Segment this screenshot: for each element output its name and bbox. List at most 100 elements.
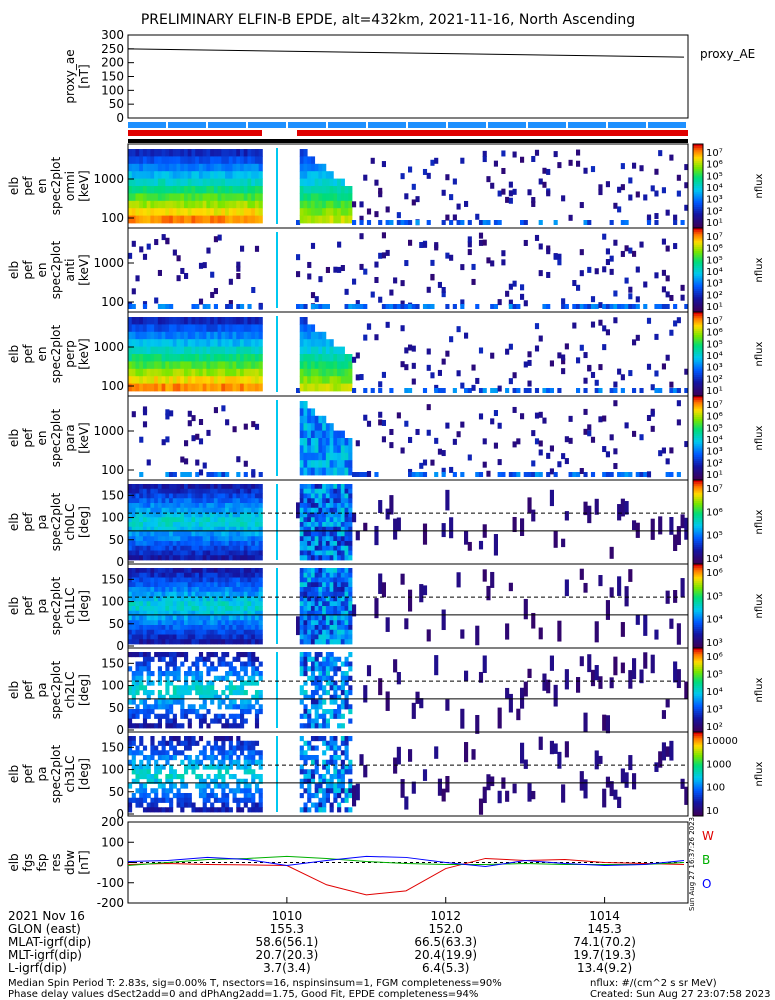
spectro-cell [310, 193, 316, 202]
spectro-cell [240, 723, 245, 729]
spectro-cell [210, 606, 215, 612]
spectro-cell [254, 200, 260, 209]
spectro-cell [172, 568, 177, 574]
spectro-cell [165, 807, 170, 813]
colorbar-segment [693, 532, 703, 536]
spectro-cell [191, 639, 196, 645]
spectro-cell [236, 802, 241, 808]
spectro-cell [236, 331, 241, 340]
spectro-cell [225, 601, 230, 607]
spectro-cell [243, 639, 248, 645]
spectro-cell [139, 498, 144, 504]
spectro-cell [325, 522, 330, 528]
spectro-cell [172, 675, 177, 681]
spectro-cell [146, 156, 151, 165]
spectro-cell [482, 150, 487, 157]
spectro-cell [206, 503, 211, 509]
spectro-cell [299, 178, 304, 187]
spectro-cell [165, 550, 170, 556]
spectro-cell [225, 606, 230, 612]
spectro-cell [310, 634, 316, 640]
spectro-cell [225, 704, 230, 710]
spectro-cell [344, 699, 349, 705]
spectro-cell [176, 788, 181, 794]
spectro-cell [191, 615, 196, 621]
spectro-cell [165, 545, 170, 551]
spectro-cell [251, 759, 256, 765]
spectro-cell [154, 596, 159, 602]
spectro-cell [191, 661, 196, 667]
spectro-cell [493, 160, 498, 167]
spectro-cell [243, 383, 248, 392]
spectro-cell [333, 615, 338, 621]
spectro-cell [299, 685, 304, 691]
spectro-cell [314, 526, 319, 532]
spectro-cell [213, 755, 218, 761]
spectro-cell [135, 163, 140, 172]
spectro-cell [322, 807, 327, 813]
spectro-cell [348, 759, 353, 765]
spectro-cell [210, 591, 215, 597]
spectro-cell [314, 452, 319, 461]
spectro-cell [217, 361, 222, 370]
spectro-cell [172, 324, 177, 333]
spectro-cell [202, 610, 207, 616]
spectro-cell [172, 769, 177, 775]
spectro-cell [169, 718, 174, 724]
spectro-cell [128, 163, 133, 172]
spectro-cell [337, 438, 342, 446]
spectro-cell [228, 666, 233, 672]
spectro-cell [251, 361, 256, 370]
spectro-cell [576, 472, 581, 477]
spectro-cell [617, 186, 622, 193]
spectro-ylabel-line: perp [63, 340, 77, 368]
spectro-cell [602, 788, 607, 808]
spectro-cell [337, 460, 342, 468]
spectro-cell [131, 797, 136, 803]
spectro-cell [191, 435, 196, 442]
spectro-cell [579, 771, 584, 791]
colorbar-segment [693, 194, 703, 197]
spectro-cell [325, 517, 330, 523]
spectro-cell [225, 587, 230, 593]
spectro-cell [202, 596, 207, 602]
spectro-cell [131, 555, 136, 561]
spectro-cell [247, 620, 252, 626]
spectro-cell [344, 304, 349, 309]
colorbar-segment [693, 156, 703, 160]
spectro-cell [258, 178, 263, 187]
spectro-cell [139, 507, 144, 513]
spectro-cell [258, 764, 263, 770]
spectro-cell [232, 324, 237, 333]
spectro-cell [307, 652, 312, 658]
spectro-cell [680, 284, 685, 291]
spectro-cell [240, 778, 245, 784]
spectro-cell [161, 587, 166, 593]
spectro-cell [154, 297, 159, 304]
spectro-cell [303, 704, 308, 710]
spectro-cell [236, 620, 241, 626]
spectro-cell [348, 568, 353, 574]
colorbar-segment [693, 385, 703, 389]
spectro-cell [258, 149, 263, 157]
spectro-cell [546, 168, 551, 175]
spectro-cell [307, 788, 312, 794]
spectro-cell [146, 671, 151, 677]
spectro-cell [131, 736, 136, 742]
spectro-cell [587, 654, 592, 673]
spectro-cell [247, 764, 252, 770]
spectro-cell [157, 498, 162, 504]
spectro-cell [195, 512, 200, 518]
spectro-cell [135, 709, 140, 715]
spectro-cell [344, 507, 349, 513]
spectro-cell [161, 368, 166, 377]
spectro-cell [325, 339, 330, 347]
spectro-cell [225, 156, 230, 165]
spectro-cell [314, 163, 319, 172]
spectro-cell [258, 755, 263, 761]
spectro-cell [303, 149, 308, 157]
colorbar-segment [693, 687, 703, 691]
spectro-cell [191, 582, 196, 588]
spectro-cell [195, 591, 200, 597]
